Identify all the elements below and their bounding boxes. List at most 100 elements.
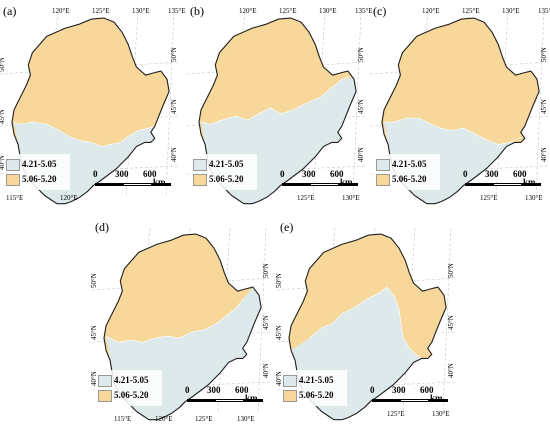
latitude-tick-left: 50°N xyxy=(0,57,6,72)
legend-item: 5.06-5.20 xyxy=(6,173,76,186)
legend: 4.21-5.05 5.06-5.20 xyxy=(191,154,257,190)
latitude-tick-right: 40°N xyxy=(170,147,178,162)
legend-item: 4.21-5.05 xyxy=(98,374,168,387)
scale-bar: 0 300 600 km xyxy=(463,163,545,191)
scale-bar-segment xyxy=(400,399,430,402)
latitude-tick-right: 45°N xyxy=(262,315,270,330)
legend-label: 5.06-5.20 xyxy=(209,174,244,184)
scale-label: 600 xyxy=(235,385,249,395)
longitude-tick-top: 120°E xyxy=(52,7,70,15)
legend-swatch xyxy=(6,174,20,186)
legend-label: 4.21-5.05 xyxy=(209,159,244,169)
longitude-tick-bottom: 125°E xyxy=(297,194,315,202)
latitude-tick-right: 45°N xyxy=(357,99,365,114)
panel-label: (a) xyxy=(3,4,17,18)
scale-label: 0 xyxy=(93,169,98,179)
longitude-tick-top: 130°E xyxy=(502,7,520,15)
latitude-tick-right: 50°N xyxy=(447,263,455,278)
longitude-tick-bottom: 115°E xyxy=(114,415,132,423)
scale-bar: 0 300 600 km xyxy=(185,379,267,407)
scale-label: 300 xyxy=(392,385,406,395)
legend-label: 5.06-5.20 xyxy=(22,174,57,184)
latitude-tick-right: 50°N xyxy=(262,263,270,278)
longitude-tick-bottom: 120°E xyxy=(60,194,78,202)
longitude-tick-top: 135°E xyxy=(538,7,550,15)
legend-item: 5.06-5.20 xyxy=(193,173,263,186)
latitude-tick-right: 40°N xyxy=(447,363,455,378)
legend-swatch xyxy=(193,174,207,186)
legend-item: 5.06-5.20 xyxy=(376,173,446,186)
longitude-tick-bottom: 125°E xyxy=(195,415,213,423)
latitude-tick-right: 50°N xyxy=(540,47,548,62)
legend-swatch xyxy=(283,375,297,387)
legend-label: 4.21-5.05 xyxy=(299,375,334,385)
longitude-tick-bottom: 130°E xyxy=(432,410,450,418)
scale-unit: km xyxy=(340,177,353,187)
latitude-tick-left: 50°N xyxy=(90,273,98,288)
legend-swatch xyxy=(98,375,112,387)
scale-bar-segment xyxy=(521,183,541,186)
region-outline xyxy=(288,233,447,421)
longitude-tick-top: 125°E xyxy=(92,7,110,15)
legend-label: 4.21-5.05 xyxy=(114,375,149,385)
legend-item: 5.06-5.20 xyxy=(283,389,353,402)
latitude-tick-right: 40°N xyxy=(357,147,365,162)
legend-label: 5.06-5.20 xyxy=(299,390,334,400)
scale-label: 300 xyxy=(115,169,129,179)
scale-unit: km xyxy=(153,177,166,187)
longitude-tick-top: 135°E xyxy=(168,7,186,15)
scale-bar: 0 300 600 km xyxy=(93,163,175,191)
latitude-tick-right: 40°N xyxy=(262,363,270,378)
scale-bar-segment xyxy=(428,399,448,402)
scale-label: 600 xyxy=(330,169,344,179)
scale-bar-segment xyxy=(465,183,493,186)
longitude-tick-top: 125°E xyxy=(462,7,480,15)
legend-swatch xyxy=(193,159,207,171)
scale-bar-segment xyxy=(151,183,171,186)
panel-label: (d) xyxy=(95,220,109,234)
scale-label: 600 xyxy=(143,169,157,179)
legend-item: 4.21-5.05 xyxy=(193,158,263,171)
region-outline xyxy=(381,17,540,205)
scale-label: 300 xyxy=(302,169,316,179)
scale-unit: km xyxy=(245,393,258,403)
map-panel-a: (a) 120°E 125°E 130°E 135°E 115°E 120°E 50°N 45°… xyxy=(0,2,186,205)
scale-label: 0 xyxy=(463,169,468,179)
longitude-tick-top: 125°E xyxy=(279,7,297,15)
scale-bar-segment xyxy=(338,183,358,186)
panel-label: (e) xyxy=(280,220,294,234)
legend: 4.21-5.05 5.06-5.20 xyxy=(374,154,440,190)
scale-label: 0 xyxy=(185,385,190,395)
scale-unit: km xyxy=(523,177,536,187)
longitude-tick-top: 130°E xyxy=(132,7,150,15)
scale-bar-segment xyxy=(187,399,215,402)
scale-bar-segment xyxy=(243,399,263,402)
legend-item: 4.21-5.05 xyxy=(6,158,76,171)
region-outline xyxy=(103,233,262,421)
longitude-tick-top: 130°E xyxy=(319,7,337,15)
scale-label: 600 xyxy=(420,385,434,395)
legend-label: 5.06-5.20 xyxy=(114,390,149,400)
scale-label: 300 xyxy=(207,385,221,395)
longitude-tick-top: 120°E xyxy=(422,7,440,15)
class-boundary xyxy=(384,117,525,145)
longitude-tick-bottom: 120°E xyxy=(155,415,173,423)
scale-bar-segment xyxy=(123,183,153,186)
legend-item: 5.06-5.20 xyxy=(98,389,168,402)
legend-swatch xyxy=(98,390,112,402)
scale-bar: 0 300 600 km xyxy=(280,163,362,191)
latitude-tick-right: 45°N xyxy=(447,315,455,330)
latitude-tick-left: 45°N xyxy=(275,325,283,340)
scale-bar: 0 300 600 km xyxy=(370,379,452,407)
latitude-tick-left: 45°N xyxy=(0,109,6,124)
legend-swatch xyxy=(283,390,297,402)
scale-bar-segment xyxy=(310,183,340,186)
legend-item: 4.21-5.05 xyxy=(376,158,446,171)
scale-bar-segment xyxy=(493,183,523,186)
longitude-tick-bottom: 130°E xyxy=(525,194,543,202)
longitude-tick-bottom: 115°E xyxy=(6,194,24,202)
panel-label: (b) xyxy=(190,4,204,18)
longitude-tick-bottom: 130°E xyxy=(342,194,360,202)
scale-bar-segment xyxy=(282,183,310,186)
map-panel-b: (b) 120°E 125°E 130°E 135°E 125°E 130°E 50°N 45°… xyxy=(186,2,373,205)
